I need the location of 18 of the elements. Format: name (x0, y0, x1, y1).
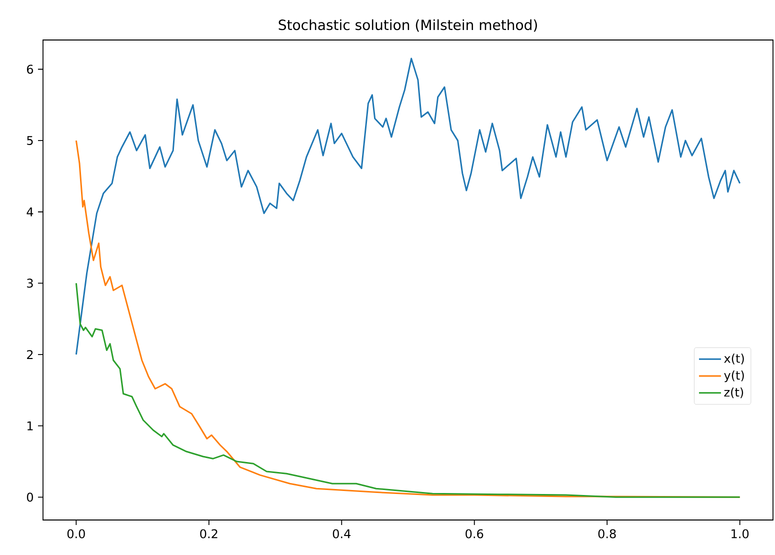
x-tick-label: 0.8 (598, 529, 616, 538)
y-tick-label: 1 (27, 421, 33, 430)
chart-title: Stochastic solution (Milstein method) (278, 19, 537, 32)
y-tick-label: 4 (26, 208, 34, 216)
legend-label: x(t) (724, 354, 744, 364)
legend-label: y(t) (724, 370, 744, 382)
x-tick-label: 0.4 (332, 529, 351, 538)
x-tick-label: 0.6 (466, 529, 484, 538)
y-tick-label: 5 (27, 136, 33, 146)
y-tick-label: 2 (27, 350, 33, 359)
x-tick-label: 0.0 (67, 529, 85, 538)
y-tick-label: 0 (26, 492, 34, 502)
y-tick-label: 6 (27, 64, 34, 74)
legend-label: z(t) (724, 387, 744, 398)
x-tick-label: 1.0 (732, 529, 749, 538)
x-tick-label: 0.2 (200, 529, 218, 538)
y-tick-label: 3 (27, 278, 33, 288)
line-series (75, 58, 741, 356)
